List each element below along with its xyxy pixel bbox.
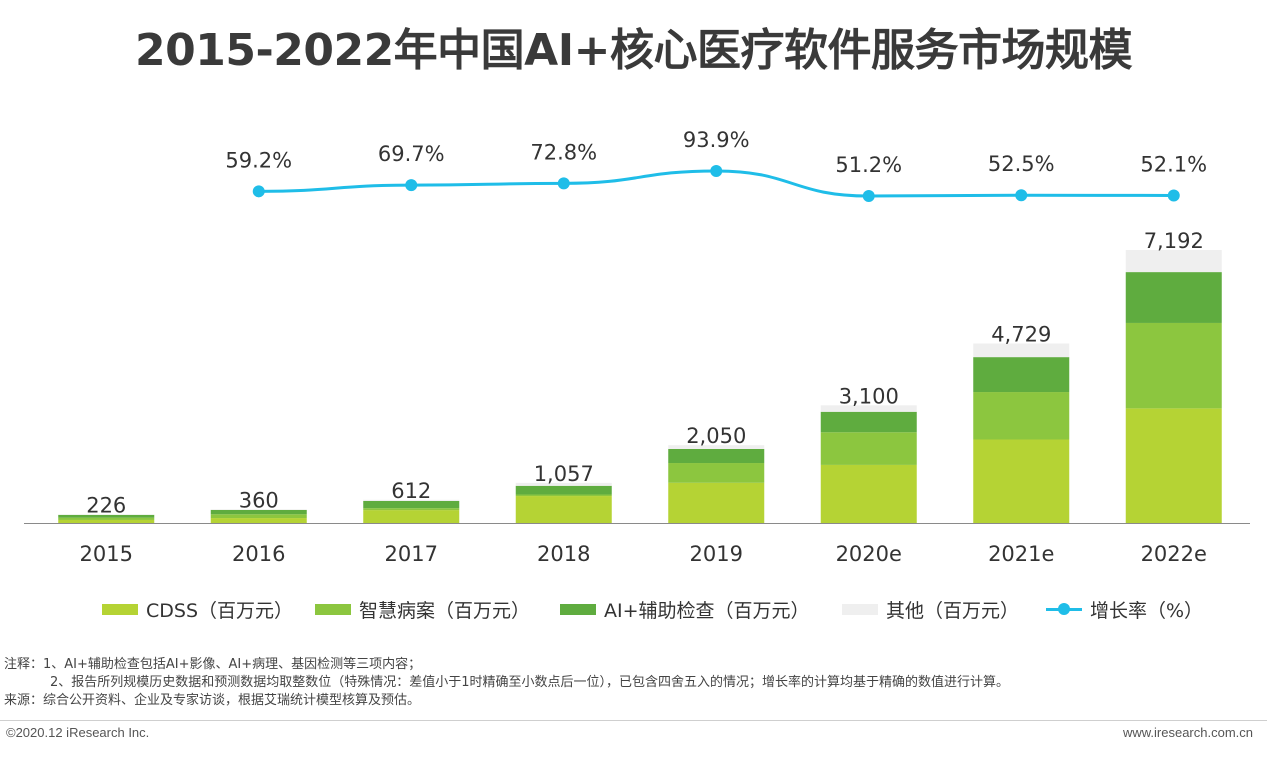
website-url: www.iresearch.com.cn bbox=[1122, 725, 1253, 740]
growth-label-2019: 93.9% bbox=[683, 128, 750, 152]
growth-label-2020e: 51.2% bbox=[835, 153, 902, 177]
bar-2022e-series-0 bbox=[1125, 408, 1222, 523]
x-tick-2021e: 2021e bbox=[988, 542, 1054, 566]
growth-point-2020e bbox=[862, 190, 875, 202]
growth-point-2016 bbox=[252, 185, 265, 198]
legend-item-smart-records: 智慧病案（百万元） bbox=[315, 596, 530, 622]
bar-2019-series-3 bbox=[668, 445, 765, 449]
bar-2019-series-0 bbox=[668, 482, 765, 523]
legend-item-other: 其他（百万元） bbox=[842, 596, 1019, 622]
growth-label-2022e: 52.1% bbox=[1140, 152, 1207, 176]
bar-2016-series-1 bbox=[210, 514, 307, 519]
legend-label-smart-records: 智慧病案（百万元） bbox=[359, 599, 531, 622]
legend-label-cdss: CDSS（百万元） bbox=[146, 599, 294, 622]
growth-point-2017 bbox=[405, 179, 418, 192]
bar-2019-series-1 bbox=[668, 463, 765, 483]
bar-2020e-series-3 bbox=[820, 405, 917, 412]
bar-2018-series-3 bbox=[515, 482, 612, 486]
legend-item-ai-assisted-exam: AI+辅助检查（百万元） bbox=[560, 596, 810, 622]
bar-2020e-series-1 bbox=[820, 432, 917, 465]
x-tick-2015: 2015 bbox=[80, 542, 133, 566]
growth-point-2019 bbox=[710, 165, 723, 177]
total-label-2017: 612 bbox=[391, 479, 431, 503]
chart-area: 226 2015 360 2016 612 2017 1,057 2018 2,050 2019 3… bbox=[24, 128, 1250, 566]
bar-2015-series-0 bbox=[58, 519, 155, 523]
total-label-2020e: 3,100 bbox=[839, 384, 899, 408]
legend-swatch-other bbox=[842, 603, 878, 615]
bar-2020e-series-2 bbox=[820, 411, 917, 433]
x-tick-2016: 2016 bbox=[232, 542, 285, 566]
total-label-2019: 2,050 bbox=[686, 424, 746, 448]
bar-2016-series-0 bbox=[210, 518, 307, 523]
growth-label-2017: 69.7% bbox=[378, 142, 445, 166]
legend-item-cdss: CDSS（百万元） bbox=[102, 596, 293, 622]
chart-title: 2015-2022年中国AI+核心医疗软件服务市场规模 bbox=[135, 25, 1132, 76]
bar-2018-series-1 bbox=[515, 494, 612, 497]
bar-2022e-series-2 bbox=[1125, 272, 1222, 323]
footer-divider bbox=[0, 720, 1267, 721]
legend-line-growth-rate bbox=[1046, 602, 1082, 615]
total-label-2021e: 4,729 bbox=[991, 322, 1051, 346]
bar-2019-series-2 bbox=[668, 448, 765, 464]
bar-2018-series-0 bbox=[515, 496, 612, 523]
legend-swatch-cdss bbox=[102, 603, 138, 615]
legend-label-other: 其他（百万元） bbox=[886, 599, 1020, 622]
bar-2015-series-1 bbox=[58, 517, 155, 520]
x-tick-2018: 2018 bbox=[537, 542, 590, 566]
bar-2018-series-2 bbox=[515, 485, 612, 495]
growth-point-2022e bbox=[1167, 189, 1180, 202]
bar-2017-series-0 bbox=[363, 510, 460, 523]
bar-2021e-series-1 bbox=[973, 392, 1070, 440]
legend-label-growth-rate: 增长率（%） bbox=[1090, 599, 1204, 622]
chart-legend: CDSS（百万元） 智慧病案（百万元） AI+辅助检查（百万元） 其他（百万元）… bbox=[0, 596, 1267, 622]
growth-label-2018: 72.8% bbox=[530, 140, 597, 164]
total-label-2022e: 7,192 bbox=[1144, 229, 1204, 253]
total-label-2018: 1,057 bbox=[534, 462, 594, 486]
legend-label-ai-assisted-exam: AI+辅助检查（百万元） bbox=[604, 599, 810, 622]
bar-2016-series-2 bbox=[210, 509, 307, 515]
legend-swatch-smart-records bbox=[315, 603, 351, 615]
bar-2017-series-1 bbox=[363, 508, 460, 511]
growth-point-2021e bbox=[1015, 189, 1028, 202]
bar-2021e-series-3 bbox=[973, 343, 1070, 358]
total-label-2016: 360 bbox=[239, 488, 279, 512]
growth-point-2018 bbox=[557, 177, 570, 190]
x-tick-2017: 2017 bbox=[385, 542, 438, 566]
total-label-2015: 226 bbox=[86, 493, 126, 517]
footnote-2: 2、报告所列规模历史数据和预测数据均取整数位（特殊情况：差值小于1时精确至小数点… bbox=[50, 675, 1010, 690]
growth-label-2016: 59.2% bbox=[225, 148, 292, 172]
bar-2015-series-2 bbox=[58, 514, 155, 518]
bar-2021e-series-0 bbox=[973, 439, 1070, 523]
bar-2016-series-3 bbox=[210, 509, 307, 510]
bar-2022e-series-1 bbox=[1125, 322, 1222, 409]
growth-label-2021e: 52.5% bbox=[988, 152, 1055, 176]
footnote-1: 注释：1、AI+辅助检查包括AI+影像、AI+病理、基因检测等三项内容； bbox=[4, 657, 422, 672]
bar-2017-series-2 bbox=[363, 500, 460, 509]
x-tick-2019: 2019 bbox=[690, 542, 743, 566]
bar-2020e-series-0 bbox=[820, 464, 917, 523]
bar-2022e-series-3 bbox=[1125, 250, 1222, 273]
x-tick-2020e: 2020e bbox=[836, 542, 902, 566]
legend-item-growth-rate: 增长率（%） bbox=[1046, 596, 1203, 622]
copyright: ©2020.12 iResearch Inc. bbox=[6, 725, 150, 740]
footnotes: 注释：1、AI+辅助检查包括AI+影像、AI+病理、基因检测等三项内容； 2、报… bbox=[4, 656, 1009, 710]
bar-2021e-series-2 bbox=[973, 357, 1070, 393]
legend-swatch-ai-assisted-exam bbox=[560, 603, 596, 615]
x-tick-2022e: 2022e bbox=[1141, 542, 1207, 566]
footnote-source: 来源：综合公开资料、企业及专家访谈，根据艾瑞统计模型核算及预估。 bbox=[4, 693, 421, 708]
bar-2017-series-3 bbox=[363, 499, 460, 501]
